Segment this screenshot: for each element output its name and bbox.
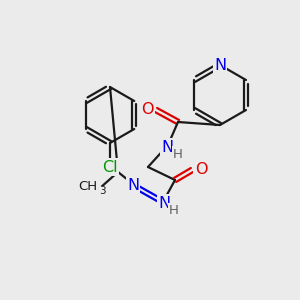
Text: H: H (169, 205, 179, 218)
Text: H: H (173, 148, 183, 160)
Text: O: O (195, 161, 207, 176)
Text: 3: 3 (99, 186, 106, 196)
Text: CH: CH (78, 179, 97, 193)
Text: Cl: Cl (102, 160, 118, 175)
Text: N: N (161, 140, 173, 154)
Text: O: O (141, 101, 153, 116)
Text: N: N (214, 58, 226, 73)
Text: N: N (127, 178, 139, 194)
Text: N: N (158, 196, 170, 211)
